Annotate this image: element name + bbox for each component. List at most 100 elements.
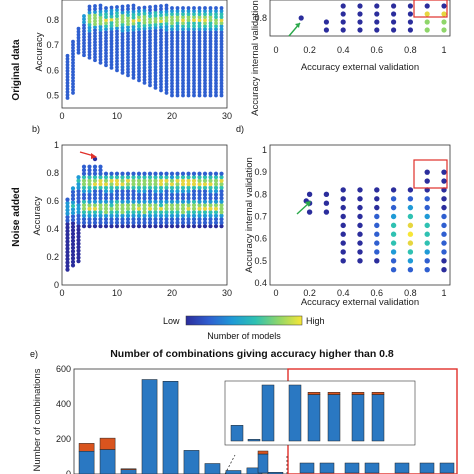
panel-b-point bbox=[98, 199, 103, 204]
panel-a-point bbox=[192, 18, 196, 22]
panel-b-point bbox=[120, 185, 125, 190]
panel-a-point bbox=[192, 75, 196, 80]
panel-b-point bbox=[136, 182, 142, 187]
panel-c-green-arrowhead bbox=[295, 23, 300, 28]
panel-a-point bbox=[186, 36, 191, 41]
panel-b-point bbox=[125, 210, 131, 215]
panel-b-point bbox=[147, 196, 153, 201]
panel-b-point bbox=[142, 185, 147, 190]
panel-c-xtick: 0.6 bbox=[371, 45, 384, 55]
panel-b-point bbox=[114, 182, 120, 187]
panel-a-point bbox=[142, 44, 147, 49]
panel-a-point bbox=[159, 28, 163, 33]
panel-c-ytick: 0.8 bbox=[254, 13, 267, 23]
panel-a-point bbox=[153, 19, 158, 24]
panel-b-point bbox=[109, 175, 114, 180]
panel-b-point bbox=[186, 192, 191, 197]
panel-b-point bbox=[208, 175, 213, 180]
panel-a-point bbox=[208, 42, 213, 47]
panel-a-point bbox=[71, 72, 75, 77]
panel-a-point bbox=[120, 70, 125, 75]
panel-b-point bbox=[98, 168, 103, 173]
panel-a-point bbox=[65, 74, 70, 79]
panel-a-point bbox=[214, 84, 218, 89]
panel-a-point bbox=[126, 16, 130, 20]
panel-a-point bbox=[208, 24, 213, 29]
panel-b-point bbox=[175, 178, 180, 183]
panel-b-point bbox=[208, 199, 213, 204]
panel-b-point bbox=[136, 196, 142, 201]
panel-b-point bbox=[191, 199, 197, 204]
panel-a-point bbox=[159, 22, 163, 27]
panel-b-point bbox=[65, 201, 70, 206]
panel-d-point bbox=[424, 240, 430, 246]
panel-a-point bbox=[170, 78, 174, 83]
panel-b-point bbox=[70, 193, 76, 198]
panel-b-point bbox=[70, 231, 76, 236]
panel-b-point bbox=[120, 182, 125, 187]
panel-b-point bbox=[120, 224, 125, 229]
panel-b-point bbox=[186, 175, 191, 180]
panel-a-point bbox=[186, 78, 191, 83]
panel-b-point bbox=[120, 220, 125, 225]
panel-b-point bbox=[164, 210, 169, 215]
panel-b-point bbox=[65, 260, 70, 265]
panel-a-xtick: 30 bbox=[222, 111, 232, 121]
panel-a-point bbox=[170, 9, 174, 13]
panel-b-point bbox=[125, 171, 131, 176]
inset-bar-secondary bbox=[371, 392, 385, 395]
panel-b-ylabel: Accuracy bbox=[32, 196, 43, 235]
panel-b-point bbox=[65, 243, 70, 248]
panel-a-point bbox=[115, 44, 119, 49]
panel-a-point bbox=[192, 60, 196, 65]
panel-a-point bbox=[170, 93, 174, 98]
panel-a-point bbox=[104, 39, 108, 44]
panel-c-point bbox=[357, 27, 363, 33]
panel-b-point bbox=[65, 250, 70, 255]
panel-a-point bbox=[131, 30, 136, 35]
panel-a-point bbox=[159, 19, 163, 23]
panel-a-point bbox=[197, 63, 202, 68]
panel-a-point bbox=[208, 36, 213, 41]
panel-a-point bbox=[131, 15, 136, 20]
panel-b-xtick: 10 bbox=[112, 288, 122, 298]
panel-d-point bbox=[374, 196, 380, 202]
panel-e-bar-primary bbox=[439, 462, 455, 474]
panel-b-point bbox=[76, 241, 81, 246]
inset-bar-primary bbox=[288, 384, 302, 442]
panel-c-highlight-box bbox=[413, 0, 448, 18]
panel-a-point bbox=[148, 56, 152, 61]
panel-a-point bbox=[186, 66, 191, 71]
panel-a-point bbox=[181, 6, 185, 10]
panel-a-point bbox=[208, 57, 213, 62]
panel-b-point bbox=[153, 178, 158, 183]
panel-a-point bbox=[131, 45, 136, 50]
panel-a-point bbox=[186, 48, 191, 53]
panel-b-point bbox=[186, 206, 191, 211]
panel-a-point bbox=[203, 84, 207, 89]
panel-b-point bbox=[169, 196, 175, 201]
panel-a-point bbox=[170, 72, 174, 77]
panel-a-point bbox=[197, 6, 202, 10]
panel-a-point bbox=[153, 76, 158, 81]
panel-c-point bbox=[357, 19, 363, 25]
panel-d-point bbox=[340, 258, 346, 264]
panel-a-point bbox=[197, 48, 202, 53]
panel-a-point bbox=[197, 84, 202, 89]
panel-a-point bbox=[93, 22, 97, 27]
panel-a-point bbox=[159, 58, 163, 63]
panel-a-point bbox=[175, 12, 180, 16]
panel-b-point bbox=[131, 203, 136, 208]
panel-letter-d: d) bbox=[236, 124, 244, 134]
panel-a-xtick: 0 bbox=[59, 111, 64, 121]
colorbar-low-label: Low bbox=[163, 316, 180, 326]
panel-b-point bbox=[169, 203, 175, 208]
panel-a-point bbox=[170, 18, 174, 22]
panel-d-point bbox=[374, 240, 380, 246]
panel-b-point bbox=[158, 192, 164, 197]
panel-b-point bbox=[158, 203, 164, 208]
panel-b-point bbox=[98, 189, 103, 194]
panel-b-point bbox=[142, 213, 147, 218]
panel-a-point bbox=[214, 66, 218, 71]
panel-a-point bbox=[76, 38, 81, 43]
